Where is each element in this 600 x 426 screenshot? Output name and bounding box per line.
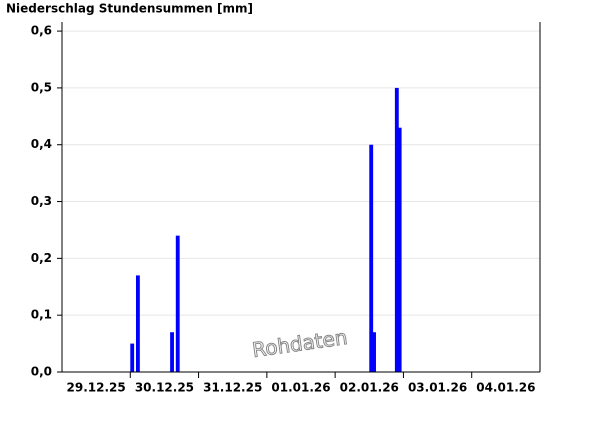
y-tick-label: 0,5 (31, 80, 52, 94)
chart-title: Niederschlag Stundensummen [mm] (6, 2, 253, 16)
x-tick-label: 03.01.26 (408, 381, 467, 395)
x-tick-label: 31.12.25 (203, 381, 262, 395)
watermark: Rohdaten (251, 325, 349, 362)
bar (130, 343, 135, 372)
x-tick-label: 02.01.26 (340, 381, 399, 395)
y-tick-label: 0,3 (31, 194, 52, 208)
bar (372, 332, 376, 372)
bar (175, 235, 180, 372)
y-tick-label: 0,1 (31, 308, 52, 322)
bar (135, 275, 140, 372)
bar (369, 144, 374, 372)
bar (170, 332, 174, 372)
y-tick-label: 0,2 (31, 251, 52, 265)
bar (397, 127, 402, 372)
y-tick-label: 0,4 (31, 137, 52, 151)
x-tick-label: 30.12.25 (135, 381, 194, 395)
x-tick-label: 01.01.26 (271, 381, 330, 395)
y-tick-label: 0,6 (31, 24, 52, 38)
x-tick-label: 04.01.26 (476, 381, 535, 395)
bar (394, 87, 399, 372)
x-tick-label: 29.12.25 (67, 381, 126, 395)
y-tick-label: 0,0 (31, 365, 52, 379)
